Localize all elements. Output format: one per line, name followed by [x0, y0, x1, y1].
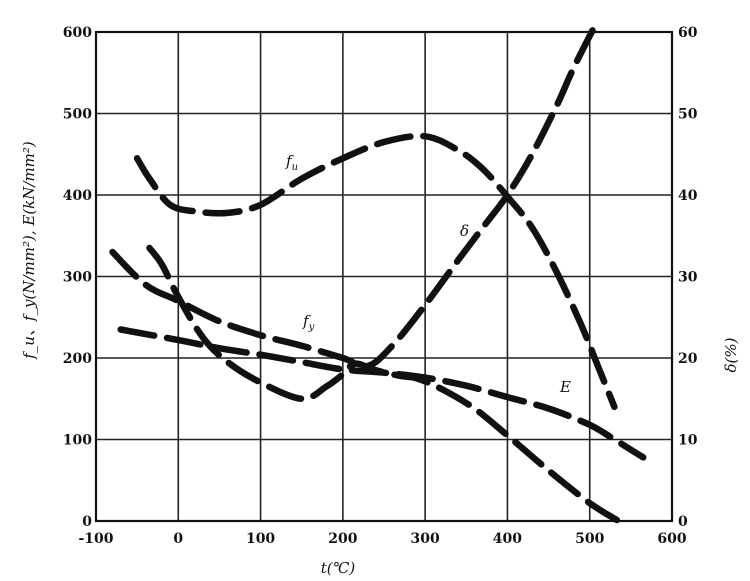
series-line-E: [117, 326, 647, 461]
series-label-delta: δ: [460, 222, 469, 240]
y-tick-label-left: 100: [63, 433, 92, 449]
x-tick-label: 0: [173, 531, 183, 547]
tick-layer: -100 0 100 200 300 400 500 60001002003004005006…: [63, 25, 698, 547]
x-tick-label: 600: [657, 531, 686, 547]
curve-layer: [109, 24, 647, 525]
y-tick-label-right: 10: [678, 433, 698, 449]
y-tick-label-right: 0: [678, 514, 688, 530]
grid-layer: [96, 32, 672, 521]
y-tick-label-left: 200: [63, 351, 92, 367]
y-tick-label-left: 600: [63, 25, 92, 41]
y-tick-label-right: 50: [678, 107, 698, 123]
y-tick-label-right: 60: [678, 25, 698, 41]
series-label-fy: fy: [302, 312, 315, 333]
x-tick-label: 200: [328, 531, 357, 547]
x-tick-label: 400: [493, 531, 522, 547]
y-tick-label-left: 400: [63, 188, 92, 204]
y-axis-label-left: f_u、f_y(N/mm²), E(kN/mm²): [20, 141, 38, 360]
y-tick-label-left: 500: [63, 107, 92, 123]
series-label-E: E: [559, 378, 571, 396]
x-axis-label: t(℃): [321, 559, 356, 577]
y-tick-label-left: 0: [82, 514, 92, 530]
y-tick-label-left: 300: [63, 270, 92, 286]
y-tick-label-right: 20: [678, 351, 698, 367]
y-tick-label-right: 30: [678, 270, 698, 286]
series-line-fu: [133, 132, 618, 411]
x-tick-label: -100: [78, 531, 113, 547]
series-label-fu: fu: [285, 152, 298, 173]
x-tick-label: 500: [575, 531, 604, 547]
x-tick-label: 300: [411, 531, 440, 547]
plot-frame: [94, 30, 674, 523]
x-tick-label: 100: [246, 531, 275, 547]
series-line-fy: [146, 244, 622, 525]
y-tick-label-right: 40: [678, 188, 698, 204]
series-line-delta: [109, 24, 598, 370]
y-axis-label-right: δ(%): [722, 337, 740, 372]
